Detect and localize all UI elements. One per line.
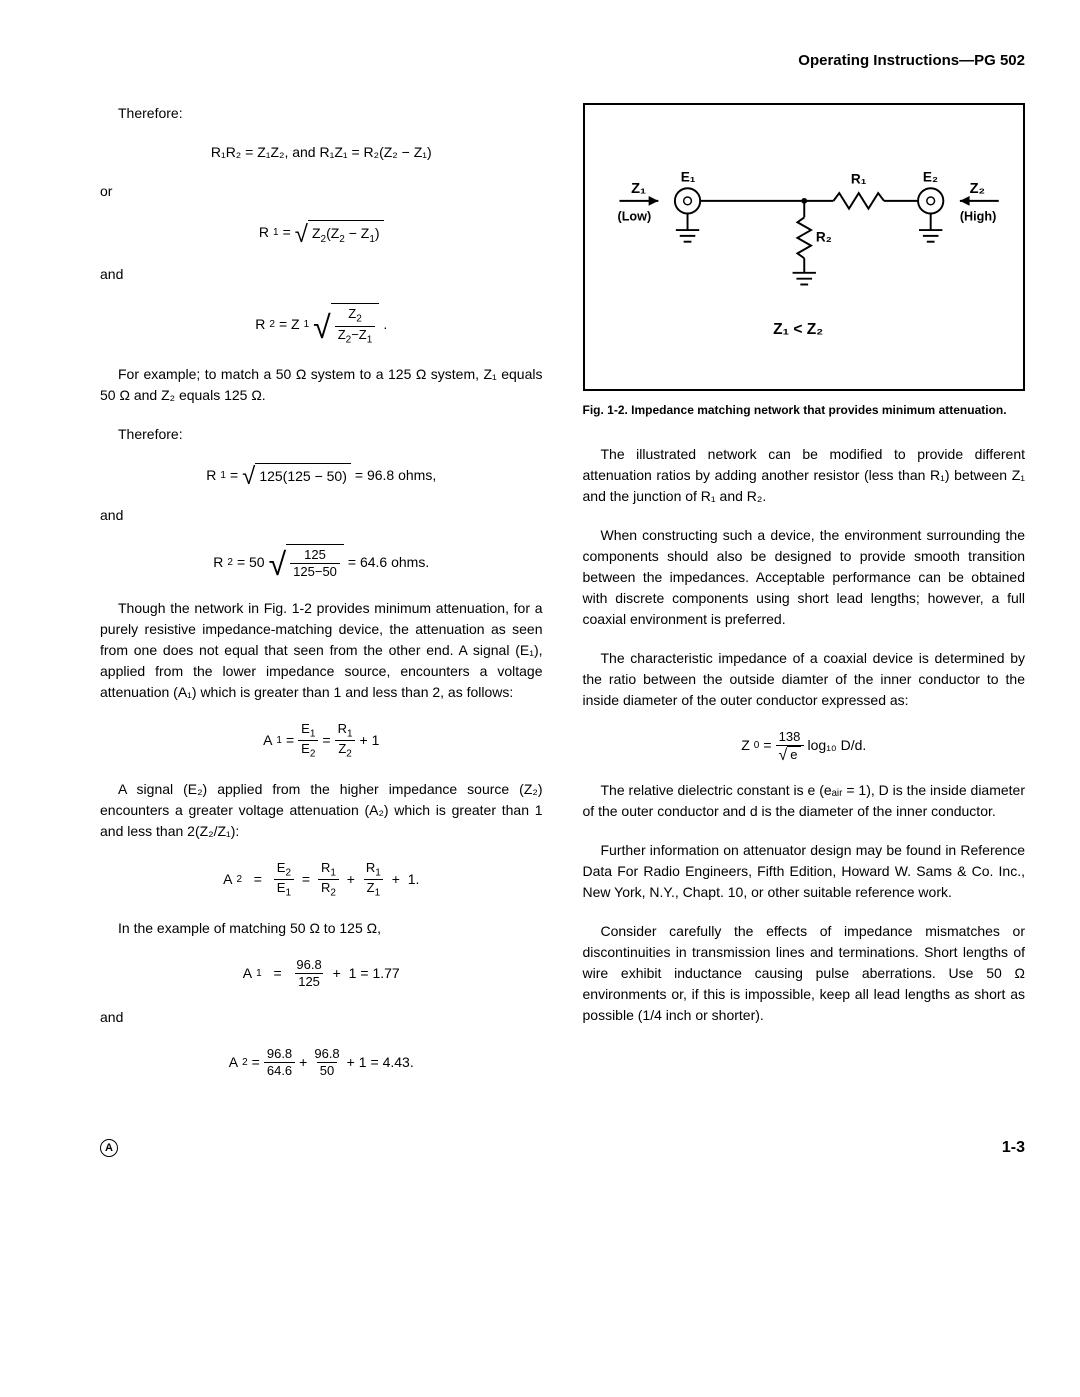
fig-caption: Fig. 1-2. Impedance matching network tha… bbox=[583, 401, 1026, 419]
and-3: and bbox=[100, 1007, 543, 1028]
figure-1-2: Z₁ (Low) E₁ R₂ bbox=[583, 103, 1026, 391]
z2-label: Z₂ bbox=[969, 181, 984, 197]
z0-138: 138 bbox=[776, 729, 804, 745]
eq-a2-numeric: A2 = 96.864.6 + 96.850 + 1 = 4.43. bbox=[100, 1046, 543, 1078]
para-consider: Consider carefully the effects of impeda… bbox=[583, 921, 1026, 1026]
r2-label: R₂ bbox=[815, 229, 831, 244]
page-number: 1-3 bbox=[1002, 1136, 1025, 1160]
eq-r2-numeric: R2 = 50 √ 125 125−50 = 64.6 ohms. bbox=[100, 544, 543, 579]
therefore-1: Therefore: bbox=[100, 103, 543, 124]
eq-z0: Z0 = 138 √e log₁₀ D/d. bbox=[583, 729, 1026, 762]
e1-label: E₁ bbox=[680, 169, 695, 184]
and-2: and bbox=[100, 505, 543, 526]
para-signal: A signal (E₂) applied from the higher im… bbox=[100, 779, 543, 842]
para-modified: The illustrated network can be modified … bbox=[583, 444, 1026, 507]
eq-a1-numeric: A1 = 96.8125 + 1 = 1.77 bbox=[100, 957, 543, 989]
condition-label: Z₁ < Z₂ bbox=[773, 321, 823, 338]
a2-result: = 4.43. bbox=[371, 1052, 414, 1073]
low-label: (Low) bbox=[617, 209, 651, 223]
or-text: or bbox=[100, 181, 543, 202]
eq-r2-sqrt: R2 = Z1 √ Z2 Z2−Z1 . bbox=[100, 303, 543, 346]
example-1: For example; to match a 50 Ω system to a… bbox=[100, 364, 543, 406]
example-2: In the example of matching 50 Ω to 125 Ω… bbox=[100, 918, 543, 939]
footer: A 1-3 bbox=[100, 1136, 1025, 1160]
eq-a1: A1 = E1E2 = R1Z2 + 1 bbox=[100, 721, 543, 761]
two-column-layout: Therefore: R₁R₂ = Z₁Z₂, and R₁Z₁ = R₂(Z₂… bbox=[100, 103, 1025, 1097]
para-network: Though the network in Fig. 1-2 provides … bbox=[100, 598, 543, 703]
z1-label: Z₁ bbox=[631, 181, 646, 197]
r1-label: R₁ bbox=[850, 171, 866, 186]
right-column: Z₁ (Low) E₁ R₂ bbox=[583, 103, 1026, 1097]
para-coax: The characteristic impedance of a coaxia… bbox=[583, 648, 1026, 711]
eq-r1-numeric: R1 = √ 125(125 − 50) = 96.8 ohms, bbox=[100, 463, 543, 487]
therefore-2: Therefore: bbox=[100, 424, 543, 445]
z0-log: log₁₀ D/d. bbox=[808, 735, 867, 756]
para-dielectric: The relative dielectric constant is e (e… bbox=[583, 780, 1026, 822]
high-label: (High) bbox=[959, 209, 995, 223]
and-1: and bbox=[100, 264, 543, 285]
para-construct: When constructing such a device, the env… bbox=[583, 525, 1026, 630]
eq-r1-sqrt: R1 = √Z2(Z2 − Z1) bbox=[100, 220, 543, 247]
circled-a-mark: A bbox=[100, 1139, 118, 1157]
para-ref: Further information on attenuator design… bbox=[583, 840, 1026, 903]
eq-r1r2: R₁R₂ = Z₁Z₂, and R₁Z₁ = R₂(Z₂ − Z₁) bbox=[100, 142, 543, 163]
r1-result: = 96.8 ohms, bbox=[355, 465, 436, 486]
e2-label: E₂ bbox=[922, 169, 937, 184]
circuit-diagram: Z₁ (Low) E₁ R₂ bbox=[600, 125, 1009, 358]
left-column: Therefore: R₁R₂ = Z₁Z₂, and R₁Z₁ = R₂(Z₂… bbox=[100, 103, 543, 1097]
header-title: Operating Instructions—PG 502 bbox=[100, 50, 1025, 73]
a1-result: = 1.77 bbox=[360, 963, 399, 984]
eq-a2: A2 = E2E1 = R1R2 + R1Z1 + 1. bbox=[100, 860, 543, 900]
r2-result: = 64.6 ohms. bbox=[348, 552, 429, 573]
